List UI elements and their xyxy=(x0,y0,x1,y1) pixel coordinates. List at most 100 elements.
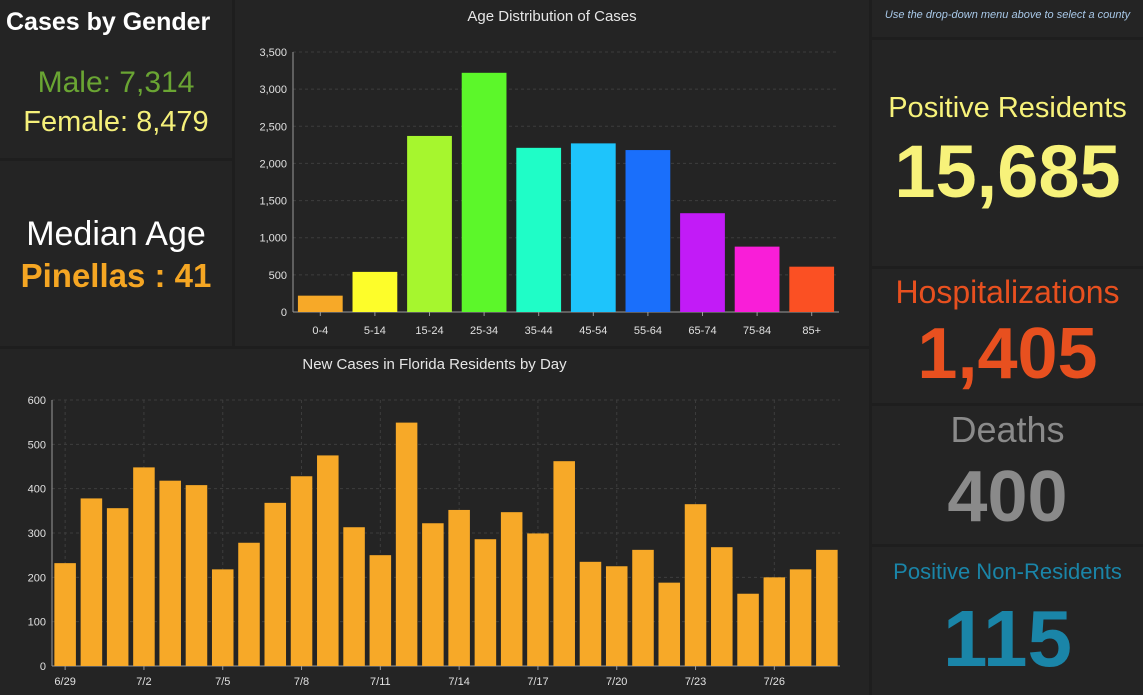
y-tick-label: 200 xyxy=(28,572,46,584)
bar xyxy=(734,246,780,312)
positive-residents-label: Positive Residents xyxy=(888,92,1127,124)
chart-title: Age Distribution of Cases xyxy=(467,8,636,25)
bar xyxy=(632,549,654,666)
x-tick-label: 7/5 xyxy=(215,676,230,688)
bar xyxy=(395,422,418,666)
bar xyxy=(264,502,287,666)
non-residents-panel: Positive Non-Residents 115 xyxy=(872,547,1143,695)
x-tick-label: 7/14 xyxy=(448,676,469,688)
bar xyxy=(516,147,562,312)
bar xyxy=(763,577,786,666)
bar xyxy=(133,467,155,666)
bar xyxy=(579,561,602,666)
bar xyxy=(343,527,365,666)
y-tick-label: 500 xyxy=(28,439,46,451)
x-tick-label: 7/11 xyxy=(370,676,391,688)
x-tick-label: 15-24 xyxy=(415,325,443,337)
hint-panel: Use the drop-down menu above to select a… xyxy=(872,0,1143,37)
y-tick-label: 1,500 xyxy=(259,196,287,208)
bar xyxy=(658,582,681,666)
positive-residents-panel: Positive Residents 15,685 xyxy=(872,40,1143,266)
median-age-panel: Median Age Pinellas : 41 xyxy=(0,161,232,346)
bar xyxy=(789,569,812,666)
median-age-value: Pinellas : 41 xyxy=(20,257,212,294)
bar xyxy=(80,498,103,666)
bar xyxy=(422,523,444,666)
bar xyxy=(185,485,208,666)
x-tick-label: 85+ xyxy=(802,325,821,337)
y-tick-label: 100 xyxy=(28,617,46,629)
bar xyxy=(54,563,76,666)
y-tick-label: 0 xyxy=(281,307,287,319)
bar xyxy=(448,509,470,666)
bar xyxy=(290,476,313,666)
bar xyxy=(238,542,260,666)
county-select-hint: Use the drop-down menu above to select a… xyxy=(884,9,1131,21)
bar xyxy=(605,566,628,666)
deaths-value: 400 xyxy=(947,457,1068,537)
daily-chart-panel: New Cases in Florida Residents by Day 0 10… xyxy=(0,349,869,695)
hospitalizations-label: Hospitalizations xyxy=(895,274,1120,310)
bar xyxy=(106,508,129,666)
positive-residents-value: 15,685 xyxy=(894,130,1121,213)
bar xyxy=(474,539,497,666)
bar xyxy=(737,593,759,666)
bar xyxy=(211,569,234,666)
x-tick-label: 25-34 xyxy=(470,325,498,337)
x-tick-label: 35-44 xyxy=(525,325,553,337)
deaths-label: Deaths xyxy=(950,409,1065,450)
bar xyxy=(407,135,452,312)
female-count: Female: 8,479 xyxy=(23,106,209,138)
x-tick-label: 7/26 xyxy=(764,676,785,688)
x-tick-label: 6/29 xyxy=(54,676,75,688)
x-tick-label: 75-84 xyxy=(743,325,771,337)
x-tick-label: 7/2 xyxy=(136,676,151,688)
age-chart-panel: Age Distribution of Cases 0 500 1,000 1,500 2… xyxy=(235,0,869,346)
bar xyxy=(297,295,343,312)
daily-cases-chart: New Cases in Florida Residents by Day 0 10… xyxy=(28,356,840,688)
bar xyxy=(352,271,398,312)
bar xyxy=(553,461,575,666)
x-tick-label: 7/8 xyxy=(294,676,309,688)
male-count: Male: 7,314 xyxy=(37,66,195,99)
x-tick-label: 5-14 xyxy=(364,325,386,337)
gender-title: Cases by Gender xyxy=(6,8,211,36)
deaths-panel: Deaths 400 xyxy=(872,406,1143,544)
bar xyxy=(625,150,671,312)
y-tick-label: 0 xyxy=(40,661,46,673)
non-residents-label: Positive Non-Residents xyxy=(893,559,1122,584)
bar xyxy=(684,504,707,666)
bar xyxy=(317,455,339,666)
non-residents-value: 115 xyxy=(942,594,1073,683)
chart-title: New Cases in Florida Residents by Day xyxy=(302,356,567,373)
x-tick-label: 0-4 xyxy=(312,325,328,337)
x-tick-label: 65-74 xyxy=(688,325,716,337)
hospitalizations-value: 1,405 xyxy=(917,314,1098,394)
y-tick-label: 300 xyxy=(28,528,46,540)
x-tick-label: 7/17 xyxy=(527,676,548,688)
bar xyxy=(369,555,392,666)
y-tick-label: 3,000 xyxy=(259,84,287,96)
y-tick-label: 2,500 xyxy=(259,121,287,133)
bar xyxy=(159,480,181,666)
gender-panel: Cases by Gender Male: 7,314 Female: 8,47… xyxy=(0,0,232,158)
bar xyxy=(500,512,523,666)
bar xyxy=(789,266,835,312)
y-tick-label: 600 xyxy=(28,395,46,407)
y-tick-label: 1,000 xyxy=(259,233,287,245)
bar xyxy=(711,547,733,666)
x-tick-label: 45-54 xyxy=(579,325,607,337)
y-tick-label: 3,500 xyxy=(259,47,287,59)
hospitalizations-panel: Hospitalizations 1,405 xyxy=(872,269,1143,403)
bar xyxy=(570,143,616,312)
y-tick-label: 400 xyxy=(28,484,46,496)
bar xyxy=(461,72,507,312)
x-tick-label: 7/23 xyxy=(685,676,706,688)
bar xyxy=(527,533,549,666)
y-tick-label: 2,000 xyxy=(259,158,287,170)
y-tick-label: 500 xyxy=(269,270,287,282)
bar xyxy=(680,213,725,312)
x-tick-label: 7/20 xyxy=(606,676,627,688)
age-distribution-chart: Age Distribution of Cases 0 500 1,000 1,500 2… xyxy=(259,8,839,337)
median-age-title: Median Age xyxy=(26,215,206,253)
